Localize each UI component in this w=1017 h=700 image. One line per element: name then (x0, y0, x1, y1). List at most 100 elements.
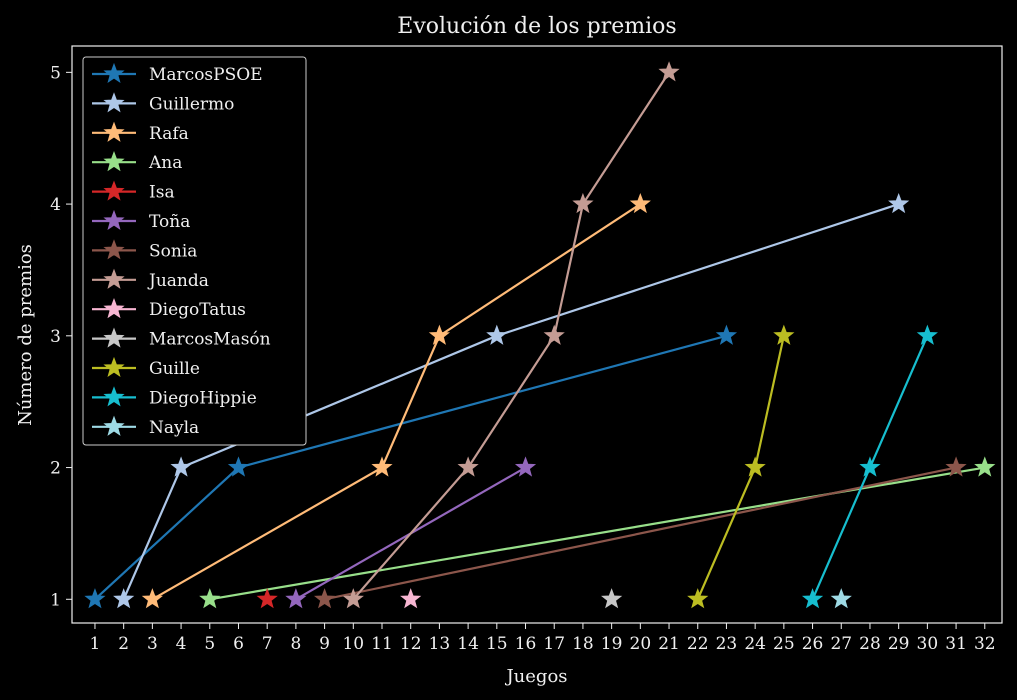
data-point-star (859, 456, 881, 477)
x-tick-label: 29 (888, 634, 910, 654)
x-tick-label: 3 (147, 634, 158, 654)
legend-star (103, 151, 125, 172)
legend-item: Rafa (92, 121, 189, 144)
series-line (209, 466, 985, 601)
series-line (352, 71, 670, 601)
x-tick-label: 14 (457, 634, 479, 654)
legend-item: Toña (92, 209, 190, 232)
legend-item: Guille (92, 356, 200, 379)
legend-item: Isa (92, 180, 175, 203)
data-point-star (313, 588, 336, 609)
series-diegotatus (400, 588, 422, 609)
legend-item: DiegoHippie (92, 386, 257, 408)
series-nayla (830, 588, 852, 609)
x-tick-label: 30 (917, 634, 939, 654)
series-diegohippie (801, 324, 938, 609)
legend-star (103, 239, 125, 260)
chart-title: Evolución de los premios (397, 14, 676, 39)
legend-star (103, 298, 125, 319)
legend-item: Nayla (92, 415, 199, 438)
data-point-star (658, 61, 680, 82)
y-tick-label: 4 (50, 195, 61, 215)
legend-item: MarcosPSOE (92, 62, 263, 85)
legend-star (103, 327, 125, 348)
y-tick-label: 5 (50, 63, 61, 83)
legend-item: Ana (92, 151, 182, 173)
legend-item: Sonia (92, 239, 197, 261)
data-point-star (744, 456, 766, 477)
data-point-star (199, 588, 221, 609)
x-tick-label: 15 (486, 634, 508, 654)
data-point-star (285, 588, 307, 609)
x-tick-label: 5 (204, 634, 215, 654)
legend: MarcosPSOE Guillermo Rafa Ana Isa Toña Sonia Ju… (82, 56, 307, 446)
y-tick-label: 1 (50, 590, 61, 610)
legend-label: Isa (149, 183, 175, 203)
x-tick-label: 22 (687, 634, 709, 654)
series-isa (256, 588, 278, 609)
data-point-star (916, 324, 938, 345)
y-tick-label: 2 (50, 459, 61, 479)
series-line (324, 466, 957, 601)
series-line (122, 203, 900, 600)
legend-box (82, 56, 307, 446)
x-tick-label: 27 (830, 634, 852, 654)
legend-star (103, 121, 125, 142)
y-tick-label: 3 (50, 327, 61, 347)
x-tick-label: 16 (515, 634, 537, 654)
legend-star (103, 386, 125, 407)
series-rafa (141, 192, 651, 609)
x-tick-label: 31 (945, 634, 967, 654)
data-point-star (84, 588, 106, 609)
data-point-star (687, 588, 709, 609)
legend-label: Guillermo (149, 94, 234, 114)
legend-label: Nayla (149, 418, 199, 438)
data-point-star (543, 324, 565, 345)
data-point-star (170, 456, 192, 477)
x-tick-label: 24 (744, 634, 766, 654)
data-point-star (371, 456, 393, 477)
x-tick-label: 6 (233, 634, 244, 654)
legend-star (103, 415, 125, 436)
data-point-star (256, 588, 278, 609)
x-tick-label: 18 (572, 634, 594, 654)
x-tick-label: 10 (342, 634, 364, 654)
series-juanda (342, 61, 680, 609)
x-tick-label: 8 (290, 634, 301, 654)
x-tick-label: 11 (371, 634, 393, 654)
legend-item: Guillermo (92, 92, 234, 114)
legend-label: Juanda (147, 271, 209, 291)
data-point-star (715, 324, 738, 345)
x-tick-label: 4 (176, 634, 187, 654)
data-point-star (342, 588, 364, 609)
legend-label: DiegoTatus (149, 300, 246, 320)
data-point-star (601, 588, 623, 609)
legend-label: Guille (149, 359, 200, 379)
data-point-star (974, 456, 996, 477)
x-tick-label: 9 (319, 634, 330, 654)
data-point-star (141, 588, 163, 609)
data-point-star (888, 192, 910, 214)
x-tick-label: 28 (859, 634, 881, 654)
data-point-star (457, 456, 479, 477)
x-tick-label: 2 (118, 634, 129, 654)
plot-area (71, 45, 1003, 624)
series-guille (687, 324, 795, 609)
x-tick-label: 20 (630, 634, 652, 654)
series-marcosmasón (601, 588, 623, 609)
legend-star (103, 356, 125, 378)
data-point-star (428, 324, 451, 345)
data-point-star (514, 456, 537, 477)
data-point-star (227, 456, 250, 477)
x-tick-label: 19 (601, 634, 623, 654)
x-tick-label: 17 (543, 634, 565, 654)
series-guillermo (113, 192, 910, 609)
series-line (151, 203, 641, 601)
data-point-star (400, 588, 422, 609)
x-tick-label: 25 (773, 634, 795, 654)
data-point-star (945, 456, 967, 477)
x-tick-label: 26 (802, 634, 824, 654)
legend-label: Sonia (149, 241, 197, 261)
series-sonia (313, 456, 967, 609)
x-axis: 1 2 3 4 5 6 7 8 9 10 11 12 13 14 15 16 17 18 19 20 21 22 23 24 2… (90, 623, 996, 654)
